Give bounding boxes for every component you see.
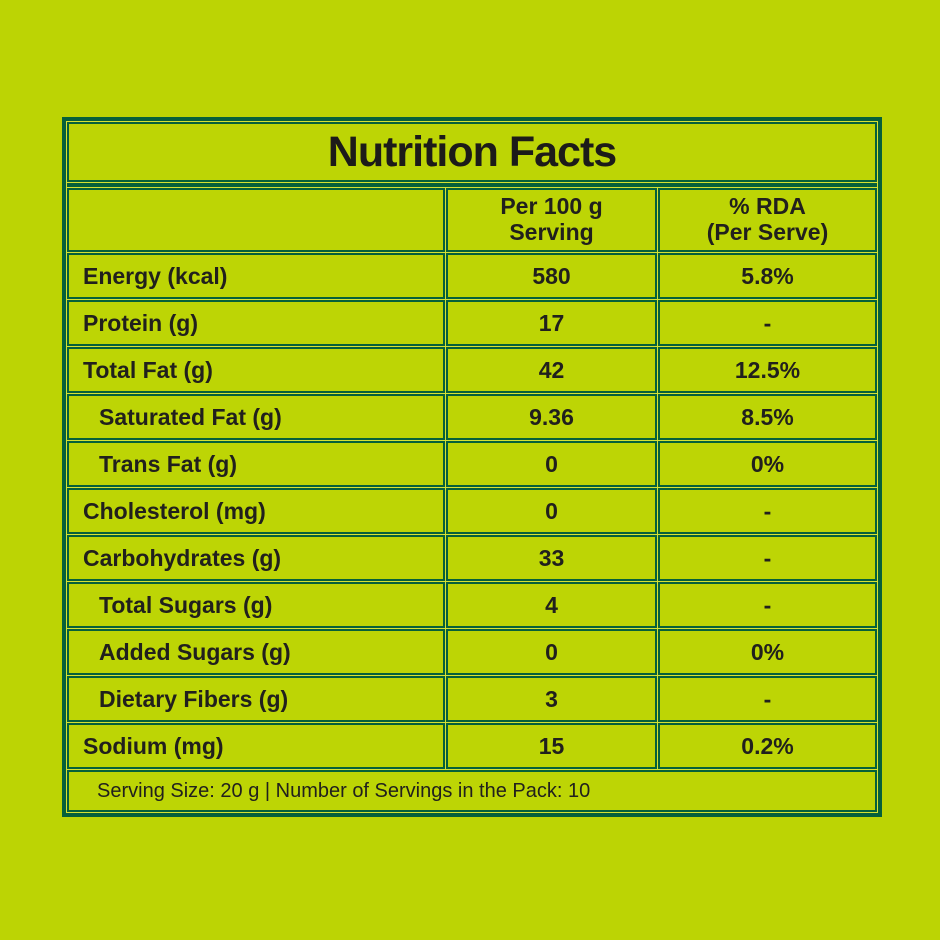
row-value-per100: 3 <box>446 676 657 722</box>
row-label: Protein (g) <box>67 300 445 346</box>
row-value-per100: 0 <box>446 441 657 487</box>
row-value-rda: 0% <box>658 441 877 487</box>
header-rda-line2: (Per Serve) <box>706 219 829 245</box>
table-row: Total Sugars (g) 4 - <box>67 582 877 628</box>
header-item-column <box>67 188 445 252</box>
row-value-per100: 0 <box>446 488 657 534</box>
footer-row: Serving Size: 20 g | Number of Servings … <box>67 770 877 812</box>
row-label: Carbohydrates (g) <box>67 535 445 581</box>
row-value-rda: - <box>658 676 877 722</box>
row-value-per100: 17 <box>446 300 657 346</box>
row-value-per100: 4 <box>446 582 657 628</box>
row-value-rda: - <box>658 535 877 581</box>
nutrition-facts-label: Nutrition Facts Per 100 g Serving % RDA … <box>62 117 882 817</box>
row-label: Saturated Fat (g) <box>67 394 445 440</box>
row-value-per100: 33 <box>446 535 657 581</box>
table-row: Trans Fat (g) 0 0% <box>67 441 877 487</box>
row-value-rda: 12.5% <box>658 347 877 393</box>
table-row: Cholesterol (mg) 0 - <box>67 488 877 534</box>
row-value-rda: 0% <box>658 629 877 675</box>
header-per-100g-line2: Serving <box>509 219 594 245</box>
table-row: Added Sugars (g) 0 0% <box>67 629 877 675</box>
row-value-per100: 42 <box>446 347 657 393</box>
table-row: Protein (g) 17 - <box>67 300 877 346</box>
header-rda: % RDA (Per Serve) <box>658 188 877 252</box>
row-label: Total Sugars (g) <box>67 582 445 628</box>
nutrient-rows: Energy (kcal) 580 5.8% Protein (g) 17 - … <box>67 253 877 769</box>
table-row: Dietary Fibers (g) 3 - <box>67 676 877 722</box>
header-rda-line1: % RDA <box>729 193 806 220</box>
row-label: Added Sugars (g) <box>67 629 445 675</box>
row-value-per100: 0 <box>446 629 657 675</box>
table-row: Carbohydrates (g) 33 - <box>67 535 877 581</box>
row-value-rda: - <box>658 300 877 346</box>
row-value-rda: - <box>658 488 877 534</box>
header-per-100g: Per 100 g Serving <box>446 188 657 252</box>
title-row: Nutrition Facts <box>67 122 877 182</box>
title-divider-bar <box>67 183 877 187</box>
table-row: Energy (kcal) 580 5.8% <box>67 253 877 299</box>
row-value-per100: 9.36 <box>446 394 657 440</box>
header-per-100g-line1: Per 100 g <box>500 193 603 220</box>
row-value-per100: 15 <box>446 723 657 769</box>
row-value-rda: - <box>658 582 877 628</box>
table-row: Total Fat (g) 42 12.5% <box>67 347 877 393</box>
header-row: Per 100 g Serving % RDA (Per Serve) <box>67 188 877 252</box>
row-label: Energy (kcal) <box>67 253 445 299</box>
nutrition-facts-title: Nutrition Facts <box>67 122 877 182</box>
row-value-rda: 8.5% <box>658 394 877 440</box>
table-row: Sodium (mg) 15 0.2% <box>67 723 877 769</box>
row-label: Cholesterol (mg) <box>67 488 445 534</box>
serving-info: Serving Size: 20 g | Number of Servings … <box>67 770 877 812</box>
row-value-rda: 0.2% <box>658 723 877 769</box>
row-value-rda: 5.8% <box>658 253 877 299</box>
row-label: Trans Fat (g) <box>67 441 445 487</box>
row-value-per100: 580 <box>446 253 657 299</box>
row-label: Sodium (mg) <box>67 723 445 769</box>
row-label: Total Fat (g) <box>67 347 445 393</box>
row-label: Dietary Fibers (g) <box>67 676 445 722</box>
table-row: Saturated Fat (g) 9.36 8.5% <box>67 394 877 440</box>
